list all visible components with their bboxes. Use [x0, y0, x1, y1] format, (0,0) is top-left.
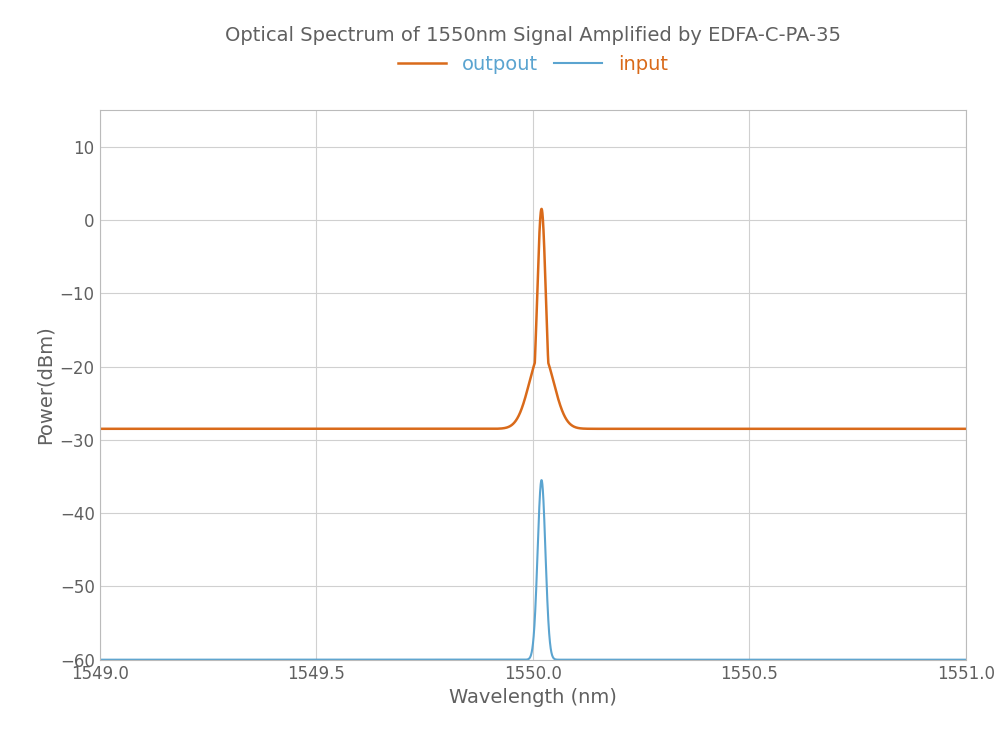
outpout — [960, 424, 972, 433]
outpout — [503, 422, 515, 431]
Line: outpout: outpout — [100, 209, 966, 429]
outpout — [536, 205, 548, 213]
outpout — [650, 424, 662, 433]
input — [310, 655, 322, 664]
X-axis label: Wavelength (nm): Wavelength (nm) — [449, 688, 617, 707]
Line: input: input — [100, 480, 966, 660]
input — [960, 655, 972, 664]
Legend: outpout, input: outpout, input — [390, 47, 675, 81]
outpout — [310, 424, 322, 433]
Y-axis label: Power(dBm): Power(dBm) — [35, 325, 54, 444]
outpout — [714, 424, 726, 433]
outpout — [618, 424, 629, 433]
input — [904, 655, 916, 664]
input — [94, 655, 106, 664]
outpout — [904, 424, 916, 433]
Title: Optical Spectrum of 1550nm Signal Amplified by EDFA-C-PA-35: Optical Spectrum of 1550nm Signal Amplif… — [225, 26, 841, 45]
input — [536, 476, 548, 485]
input — [618, 655, 629, 664]
input — [714, 655, 726, 664]
input — [650, 655, 662, 664]
input — [503, 655, 515, 664]
outpout — [94, 424, 106, 433]
